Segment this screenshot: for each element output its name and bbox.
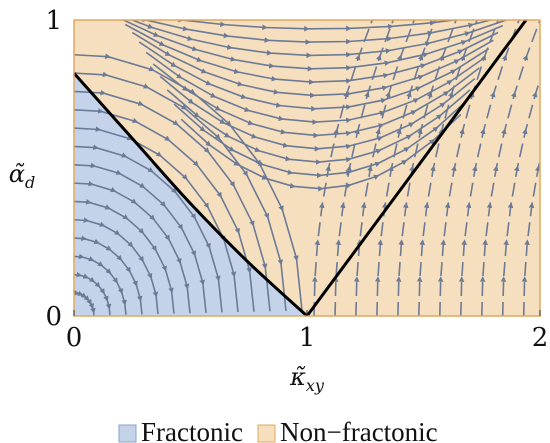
x-tick-label: 0 bbox=[66, 323, 83, 353]
x-tick-label: 1 bbox=[299, 323, 316, 353]
y-tick-label: 1 bbox=[45, 6, 62, 36]
axis-ticks: 0 1 2 0 1 bbox=[45, 6, 548, 353]
phase-boundary-left bbox=[72, 72, 309, 318]
legend-swatch-fractonic bbox=[118, 424, 137, 443]
streamline bbox=[500, 54, 540, 316]
streamline bbox=[521, 54, 540, 316]
phase-boundary-right bbox=[305, 19, 528, 317]
legend-swatch-non-fractonic bbox=[257, 424, 276, 443]
y-tick-label: 0 bbox=[45, 302, 62, 332]
plot-area bbox=[74, 20, 540, 316]
legend: Fractonic Non−fractonic bbox=[118, 417, 438, 443]
x-tick-label: 2 bbox=[532, 323, 549, 353]
y-axis-label: α̃d bbox=[9, 160, 35, 192]
legend-label-non-fractonic: Non−fractonic bbox=[280, 417, 438, 443]
x-axis-label: κ̃xy bbox=[289, 363, 325, 395]
legend-label-fractonic: Fractonic bbox=[141, 417, 243, 443]
